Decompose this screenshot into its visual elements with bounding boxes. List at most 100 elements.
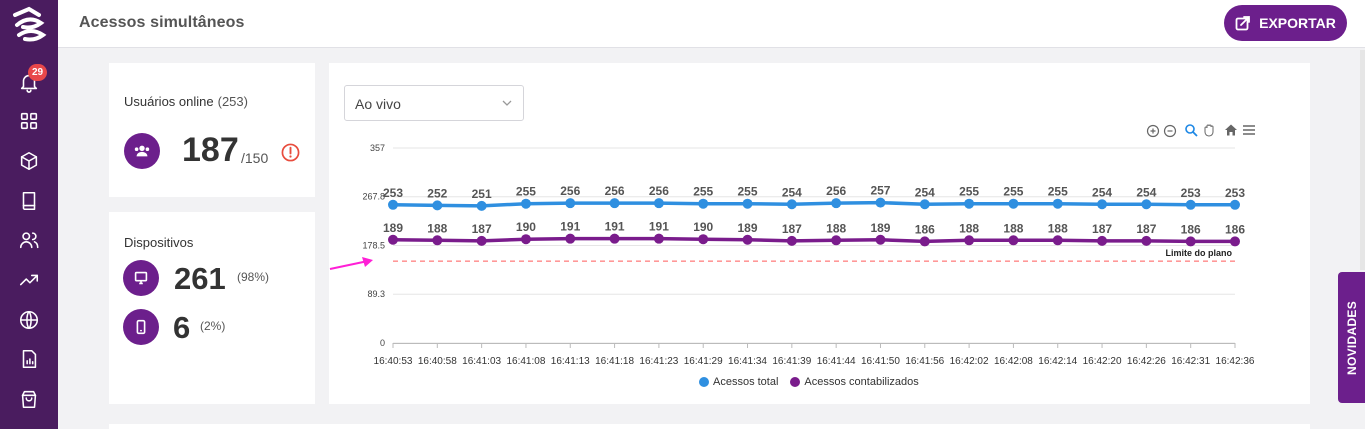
annotation-arrow — [328, 256, 376, 272]
data-point — [1053, 199, 1063, 209]
page-scrollbar[interactable] — [1360, 50, 1365, 270]
data-point — [521, 234, 531, 244]
x-tick-label: 16:41:08 — [506, 356, 545, 367]
desktop-icon — [123, 260, 159, 296]
x-tick-label: 16:41:23 — [639, 356, 678, 367]
grid-icon[interactable] — [18, 110, 40, 132]
online-users-value: 187 — [182, 131, 239, 170]
data-label: 253 — [1225, 186, 1245, 200]
data-label: 190 — [693, 220, 713, 234]
data-point — [565, 234, 575, 244]
x-tick-label: 16:41:39 — [772, 356, 811, 367]
x-tick-label: 16:40:53 — [374, 356, 413, 367]
data-label: 190 — [516, 220, 536, 234]
book-icon[interactable] — [18, 190, 40, 212]
x-tick-label: 16:42:08 — [994, 356, 1033, 367]
data-point — [787, 199, 797, 209]
data-point — [831, 235, 841, 245]
data-label: 255 — [959, 185, 979, 199]
y-tick-label: 178.5 — [362, 241, 385, 251]
home-reset-icon[interactable] — [1224, 123, 1238, 137]
legend-item-counted[interactable]: Acessos contabilizados — [790, 376, 918, 388]
data-point — [432, 200, 442, 210]
data-label: 191 — [560, 220, 580, 234]
data-label: 255 — [1048, 185, 1068, 199]
cube-icon[interactable] — [18, 150, 40, 172]
x-tick-label: 16:42:36 — [1216, 356, 1255, 367]
data-point — [1008, 199, 1018, 209]
x-tick-label: 16:42:20 — [1083, 356, 1122, 367]
data-point — [1141, 199, 1151, 209]
data-label: 188 — [826, 221, 846, 235]
online-users-total: (253) — [218, 94, 248, 109]
data-point — [1097, 236, 1107, 246]
online-users-limit: /150 — [241, 150, 268, 166]
x-tick-label: 16:41:13 — [551, 356, 590, 367]
online-users-title: Usuários online (253) — [124, 94, 248, 109]
data-label: 252 — [427, 186, 447, 200]
menu-icon[interactable] — [1242, 123, 1256, 137]
data-label: 186 — [915, 222, 935, 236]
data-point — [698, 199, 708, 209]
pan-hand-icon[interactable] — [1202, 123, 1216, 137]
data-point — [875, 198, 885, 208]
globe-icon[interactable] — [18, 309, 40, 331]
export-button-label: EXPORTAR — [1259, 15, 1336, 31]
report-icon[interactable] — [18, 348, 40, 370]
data-point — [743, 199, 753, 209]
data-point — [654, 198, 664, 208]
warning-icon[interactable] — [281, 143, 300, 162]
x-tick-label: 16:41:50 — [861, 356, 900, 367]
data-point — [610, 198, 620, 208]
data-label: 187 — [1092, 222, 1112, 236]
trending-icon[interactable] — [18, 269, 40, 291]
data-label: 253 — [383, 186, 403, 200]
legend-item-total[interactable]: Acessos total — [699, 376, 778, 388]
brand-logo[interactable] — [9, 5, 49, 45]
bag-icon[interactable] — [18, 388, 40, 410]
data-label: 253 — [1181, 186, 1201, 200]
export-icon — [1235, 15, 1251, 31]
news-side-tab[interactable]: NOVIDADES — [1338, 272, 1365, 403]
data-label: 254 — [782, 185, 802, 199]
zoom-in-icon[interactable] — [1146, 124, 1160, 138]
export-button[interactable]: EXPORTAR — [1224, 5, 1347, 41]
desktop-value: 261 — [174, 261, 226, 297]
data-point — [610, 234, 620, 244]
zoom-out-icon[interactable] — [1163, 124, 1177, 138]
data-point — [432, 235, 442, 245]
selection-zoom-icon[interactable] — [1184, 123, 1198, 137]
data-point — [1008, 235, 1018, 245]
data-point — [388, 200, 398, 210]
data-label: 255 — [738, 185, 758, 199]
x-tick-label: 16:41:18 — [595, 356, 634, 367]
devices-label: Dispositivos — [124, 235, 193, 250]
data-label: 189 — [870, 221, 890, 235]
data-point — [1053, 235, 1063, 245]
legend-label-total: Acessos total — [713, 376, 778, 388]
devices-card: Dispositivos 261 (98%) 6 (2%) — [109, 212, 315, 404]
y-tick-label: 357 — [370, 143, 385, 153]
data-point — [565, 198, 575, 208]
data-label: 187 — [782, 222, 802, 236]
users-icon[interactable] — [18, 229, 40, 251]
data-point — [521, 199, 531, 209]
data-label: 188 — [1048, 221, 1068, 235]
mobile-value: 6 — [173, 310, 190, 346]
users-group-icon — [124, 133, 160, 169]
data-label: 256 — [560, 184, 580, 198]
period-select[interactable]: Ao vivo — [344, 85, 524, 121]
data-label: 188 — [959, 221, 979, 235]
mobile-percent: (2%) — [200, 319, 225, 333]
chart-legend: Acessos total Acessos contabilizados — [699, 376, 919, 388]
data-point — [1141, 236, 1151, 246]
x-tick-label: 16:41:29 — [684, 356, 723, 367]
x-tick-label: 16:40:58 — [418, 356, 457, 367]
data-point — [654, 234, 664, 244]
data-label: 255 — [693, 185, 713, 199]
data-point — [743, 235, 753, 245]
data-point — [875, 235, 885, 245]
data-point — [964, 199, 974, 209]
data-label: 186 — [1225, 222, 1245, 236]
data-point — [477, 201, 487, 211]
